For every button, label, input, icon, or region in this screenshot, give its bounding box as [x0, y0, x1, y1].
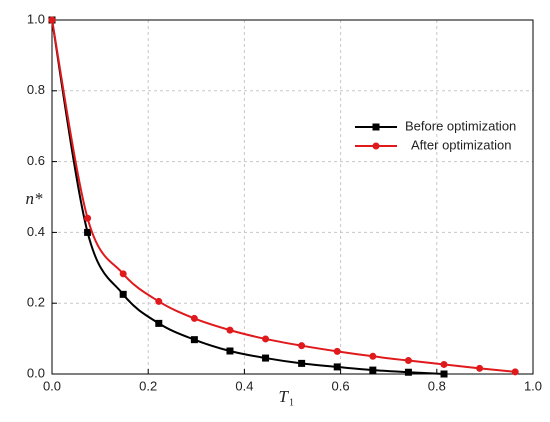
data-point	[190, 314, 198, 322]
data-point	[226, 326, 234, 334]
data-point	[84, 228, 92, 236]
data-point	[440, 360, 448, 368]
data-point	[48, 16, 56, 24]
data-point	[262, 354, 270, 362]
data-point	[84, 214, 92, 222]
data-point	[404, 357, 412, 365]
data-point	[155, 297, 163, 305]
legend-label: After optimization	[411, 137, 511, 152]
legend-label: Before optimization	[405, 118, 516, 133]
x-tick-label: 0.4	[235, 378, 253, 393]
data-point	[440, 370, 448, 378]
data-point	[226, 347, 234, 355]
y-tick-label: 0.6	[27, 153, 45, 168]
y-tick-label: 1.0	[27, 11, 45, 26]
data-point	[369, 352, 377, 360]
data-point	[298, 342, 306, 350]
y-tick-label: 0.4	[27, 224, 45, 239]
x-tick-label: 0.8	[428, 378, 446, 393]
data-point	[190, 336, 198, 344]
data-point	[155, 319, 163, 327]
legend-marker	[372, 123, 380, 131]
data-point	[511, 368, 519, 376]
data-point	[333, 363, 341, 371]
plot-frame	[51, 19, 534, 375]
y-tick-label: 0.0	[27, 365, 45, 380]
y-tick-label: 0.8	[27, 82, 45, 97]
data-point	[119, 290, 127, 298]
data-point	[404, 368, 412, 376]
x-tick-label: 1.0	[524, 378, 542, 393]
x-tick-label: 0.6	[332, 378, 350, 393]
y-tick-label: 0.2	[27, 295, 45, 310]
legend-marker	[372, 142, 380, 150]
series-line	[51, 19, 516, 373]
x-tick-label: 0.0	[43, 378, 61, 393]
data-point	[119, 270, 127, 278]
data-point	[262, 335, 270, 343]
x-axis-label: T	[279, 387, 290, 406]
data-point	[298, 359, 306, 367]
x-axis-label-subscript: 1	[289, 397, 294, 408]
data-point	[369, 366, 377, 374]
data-point	[333, 347, 341, 355]
series-line	[51, 19, 445, 375]
y-axis-label: n*	[26, 189, 44, 208]
x-tick-label: 0.2	[139, 378, 157, 393]
data-point	[476, 364, 484, 372]
